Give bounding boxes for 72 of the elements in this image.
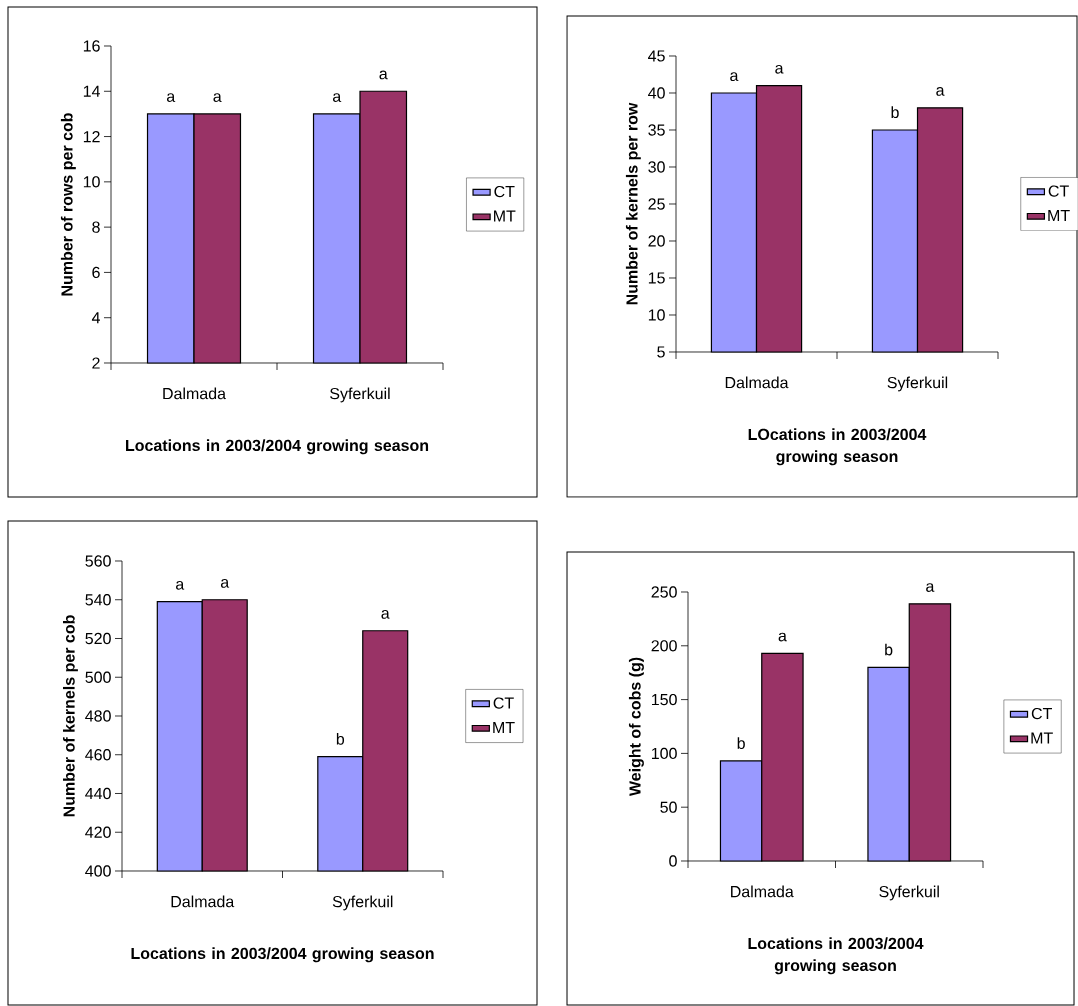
x-tick-label: Dalmada bbox=[163, 387, 226, 400]
x-axis-title: Locations in 2003/2004 growing season bbox=[126, 439, 429, 455]
y-tick-label: 10 bbox=[648, 309, 665, 321]
y-tick-label: 12 bbox=[83, 130, 100, 143]
y-tick-label: 30 bbox=[648, 161, 665, 173]
y-tick-label: 45 bbox=[648, 50, 665, 62]
legend-label: CT bbox=[1031, 707, 1052, 720]
y-tick-label: 0 bbox=[669, 855, 677, 867]
y-tick-label: 200 bbox=[651, 640, 677, 652]
y-axis-title: Number of kernels per row bbox=[625, 102, 641, 305]
data-label: a bbox=[379, 70, 388, 80]
y-axis-title: Number of rows per cob bbox=[60, 113, 76, 296]
data-label: b bbox=[737, 737, 745, 749]
x-axis-title: LOcations in 2003/2004 growing season bbox=[748, 428, 927, 466]
data-label: a bbox=[778, 632, 787, 642]
y-tick-label: 35 bbox=[648, 124, 665, 136]
data-label: a bbox=[775, 64, 784, 74]
y-tick-label: 100 bbox=[652, 747, 677, 760]
y-axis-title: Number of kernels per cob bbox=[63, 615, 78, 817]
y-tick-label: 16 bbox=[83, 40, 100, 52]
x-tick-label: Dalmada bbox=[725, 376, 789, 389]
x-tick-label: Syferkuil bbox=[887, 376, 948, 392]
data-label: a bbox=[213, 93, 222, 102]
legend-label: CT bbox=[1048, 185, 1069, 197]
legend-label: MT bbox=[1048, 210, 1070, 222]
x-tick-label: Syferkuil bbox=[332, 895, 393, 911]
x-tick-label: Dalmada bbox=[171, 895, 235, 908]
y-tick-label: 150 bbox=[652, 693, 677, 706]
y-tick-label: 8 bbox=[92, 221, 100, 233]
data-label: a bbox=[166, 93, 176, 102]
data-label: b bbox=[885, 643, 893, 656]
data-label: a bbox=[332, 93, 342, 102]
y-tick-label: 5 bbox=[657, 346, 665, 358]
y-tick-label: 14 bbox=[83, 85, 100, 97]
y-tick-label: 540 bbox=[85, 594, 111, 606]
x-tick-label: Dalmada bbox=[731, 885, 794, 898]
y-tick-label: 560 bbox=[85, 555, 111, 567]
y-tick-label: 440 bbox=[85, 787, 111, 800]
x-tick-label: Syferkuil bbox=[330, 387, 390, 403]
legend-label: MT bbox=[493, 722, 515, 734]
data-label: a bbox=[926, 583, 935, 592]
x-axis-title: Locations in 2003/2004 growing season bbox=[748, 937, 924, 975]
legend-label: CT bbox=[494, 185, 515, 198]
y-tick-label: 50 bbox=[660, 801, 677, 813]
y-tick-label: 4 bbox=[91, 312, 100, 324]
y-tick-label: 40 bbox=[648, 87, 665, 99]
data-label: a bbox=[220, 579, 230, 588]
y-tick-label: 460 bbox=[85, 749, 111, 761]
y-tick-label: 480 bbox=[85, 710, 111, 722]
data-label: a bbox=[936, 87, 945, 96]
x-tick-label: Syferkuil bbox=[879, 885, 939, 901]
y-tick-label: 250 bbox=[651, 586, 677, 598]
y-tick-label: 10 bbox=[83, 176, 100, 188]
legend-label: CT bbox=[493, 697, 514, 709]
y-tick-label: 520 bbox=[85, 632, 111, 645]
y-tick-label: 420 bbox=[85, 826, 111, 838]
y-tick-label: 20 bbox=[648, 235, 665, 247]
y-tick-label: 25 bbox=[648, 198, 665, 210]
y-tick-label: 500 bbox=[85, 671, 111, 683]
y-tick-label: 2 bbox=[92, 357, 100, 369]
data-label: b bbox=[891, 106, 899, 119]
y-axis-title: Weight of cobs (g) bbox=[628, 657, 644, 797]
y-tick-label: 15 bbox=[648, 272, 665, 284]
data-label: a bbox=[176, 580, 185, 590]
data-label: a bbox=[381, 610, 390, 619]
x-axis-title: Locations in 2003/2004 growing season bbox=[131, 947, 434, 963]
legend-label: MT bbox=[494, 210, 516, 222]
y-tick-label: 400 bbox=[85, 865, 111, 877]
data-label: b bbox=[336, 733, 345, 745]
y-tick-label: 6 bbox=[92, 266, 100, 279]
data-label: a bbox=[730, 72, 739, 82]
legend-label: MT bbox=[1031, 732, 1053, 744]
